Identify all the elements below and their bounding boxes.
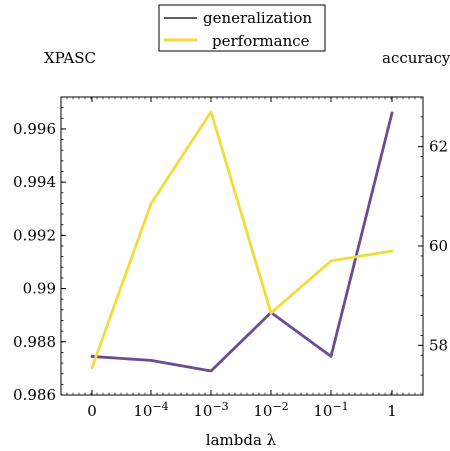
ticks-layer: 0.986 0.988 0.99 0.992 0.994 0.996 58 60 62 0 10−4… (13, 96, 448, 420)
y-left-tick-label: 0.988 (13, 333, 56, 351)
series-line-performance (90, 110, 394, 370)
legend: generalization performance (158, 4, 326, 52)
x-tick-label: 10−3 (193, 400, 228, 420)
y-left-tick-label: 0.992 (13, 226, 56, 244)
legend-label-generalization: generalization (203, 9, 312, 27)
y-left-axis-title: XPASC (44, 49, 96, 67)
y-left-tick-label: 0.99 (23, 280, 56, 298)
series-line-generalization (90, 111, 394, 373)
y-left-tick-label: 0.986 (13, 386, 56, 404)
x-tick-label: 10−4 (133, 400, 168, 420)
plot-frame (60, 96, 424, 396)
y-left-tick-label: 0.994 (13, 173, 56, 191)
y-right-tick-label: 60 (429, 237, 448, 255)
x-tick-label: 0 (87, 402, 97, 420)
y-right-tick-label: 62 (429, 138, 448, 156)
legend-label-performance: performance (212, 32, 310, 50)
x-axis-title: lambda λ (206, 431, 277, 449)
series-layer (90, 110, 394, 373)
y-left-tick-label: 0.996 (13, 120, 56, 138)
y-right-tick-label: 58 (429, 336, 448, 354)
legend-box (158, 4, 326, 52)
x-tick-label: 10−1 (313, 400, 348, 420)
x-tick-label: 10−2 (253, 400, 288, 420)
x-tick-label: 1 (387, 402, 397, 420)
y-right-axis-title: accuracy (382, 49, 450, 67)
